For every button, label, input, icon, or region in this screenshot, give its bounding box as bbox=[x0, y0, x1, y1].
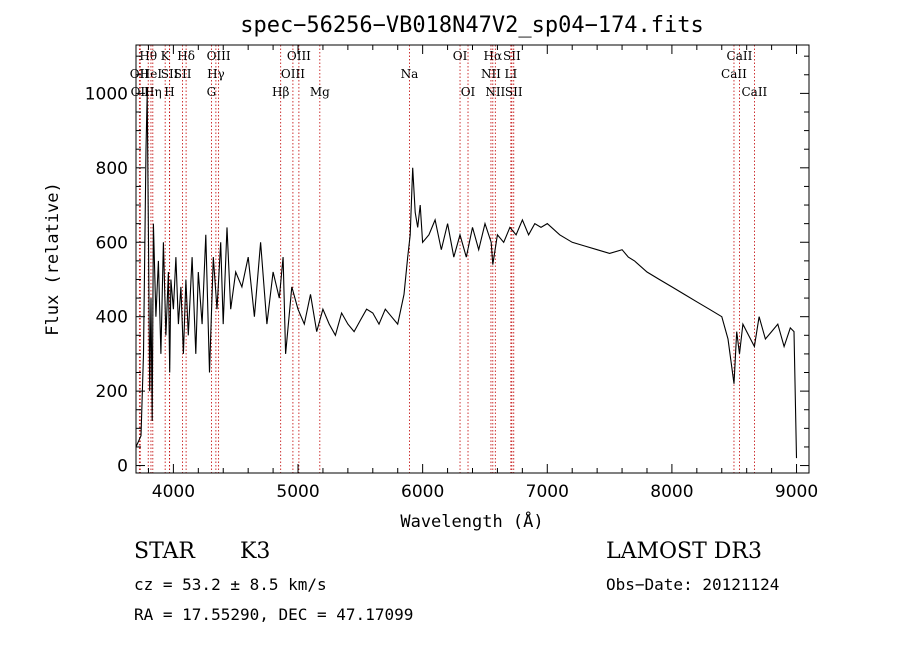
subclass: K3 bbox=[240, 539, 271, 564]
y-tick-label: 200 bbox=[96, 382, 128, 402]
line-label: CaΙΙ bbox=[721, 67, 747, 81]
line-label: OΙΙ bbox=[130, 67, 150, 81]
line-label: Hη bbox=[144, 85, 162, 99]
line-label: SΙΙ bbox=[505, 85, 523, 99]
line-label: SΙΙ bbox=[503, 49, 521, 63]
obs-date: Obs−Date: 20121124 bbox=[606, 575, 780, 594]
line-label: SΙΙ bbox=[174, 67, 192, 81]
line-label: G bbox=[207, 85, 217, 99]
line-label: H bbox=[164, 85, 174, 99]
y-axis-label: Flux (relative) bbox=[43, 182, 63, 336]
x-axis-label: Wavelength (Å) bbox=[400, 510, 543, 532]
axis-ticks: 4000 5000 6000 7000 8000 9000 0 200 400 600 800 100… bbox=[85, 45, 818, 502]
x-tick-label: 6000 bbox=[401, 482, 444, 502]
line-label: LΙ bbox=[505, 67, 518, 81]
survey-name: LAMOST DR3 bbox=[606, 539, 762, 564]
line-label: CaΙΙ bbox=[741, 85, 767, 99]
line-label: Na bbox=[401, 67, 419, 81]
y-tick-label: 400 bbox=[96, 308, 128, 328]
line-label: OΙ bbox=[453, 49, 468, 63]
line-label: OΙ bbox=[461, 85, 476, 99]
chart-title: spec−56256−VB018N47V2_sp04−174.fits bbox=[240, 13, 704, 38]
line-label: K bbox=[161, 49, 171, 63]
line-label: Hβ bbox=[272, 85, 289, 99]
line-label: NΙΙ bbox=[485, 85, 505, 99]
coordinates: RA = 17.55290, DEC = 47.17099 bbox=[134, 605, 414, 624]
line-label: NΙΙ bbox=[481, 67, 501, 81]
line-label: OΙΙΙ bbox=[287, 49, 311, 63]
line-label: CaΙΙ bbox=[727, 49, 753, 63]
object-class: STAR bbox=[134, 539, 195, 564]
x-tick-label: 7000 bbox=[526, 482, 569, 502]
line-label: Hα bbox=[484, 49, 503, 63]
y-tick-label: 600 bbox=[96, 233, 128, 253]
line-label: OΙΙΙ bbox=[207, 49, 231, 63]
line-label: Hγ bbox=[207, 67, 225, 81]
spectrum-line bbox=[135, 93, 798, 459]
x-tick-label: 5000 bbox=[276, 482, 319, 502]
line-label: Hδ bbox=[177, 49, 195, 63]
x-tick-label: 4000 bbox=[152, 482, 195, 502]
line-label: OΙΙ bbox=[131, 85, 151, 99]
plot-frame bbox=[135, 44, 810, 474]
line-label: Hθ bbox=[139, 49, 157, 63]
line-label: HeΙ bbox=[140, 67, 163, 81]
line-label: Mg bbox=[310, 85, 330, 99]
y-tick-label: 800 bbox=[96, 159, 128, 179]
y-tick-label: 0 bbox=[117, 457, 128, 477]
redshift-text: cz = 53.2 ± 8.5 km/s bbox=[134, 575, 327, 594]
line-label: OΙΙΙ bbox=[281, 67, 305, 81]
x-tick-label: 8000 bbox=[650, 482, 693, 502]
y-tick-label: 1000 bbox=[85, 84, 128, 104]
x-tick-label: 9000 bbox=[775, 482, 818, 502]
